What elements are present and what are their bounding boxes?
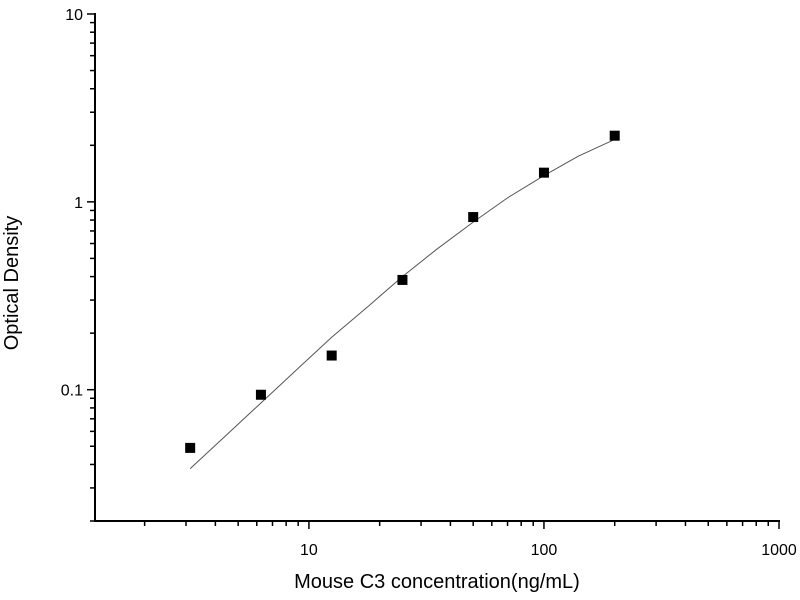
axes: 10 100 1000 0.1 1 10 [61, 7, 797, 559]
y-tick-label: 10 [65, 7, 83, 24]
y-tick-label: 1 [74, 195, 83, 212]
data-point [609, 130, 620, 141]
y-axis-label: Optical Density [1, 216, 23, 351]
data-point [326, 350, 337, 361]
data-point [538, 167, 549, 178]
plot-area [185, 130, 620, 469]
data-point [397, 274, 408, 285]
x-tick-label: 10 [300, 542, 318, 559]
data-point [255, 389, 266, 400]
data-point [468, 212, 479, 223]
x-tick-label: 100 [531, 542, 558, 559]
y-tick-label: 0.1 [61, 383, 83, 400]
data-point [185, 442, 196, 453]
fit-curve [189, 138, 615, 469]
x-axis-label: Mouse C3 concentration(ng/mL) [294, 571, 580, 593]
x-tick-label: 1000 [761, 542, 797, 559]
